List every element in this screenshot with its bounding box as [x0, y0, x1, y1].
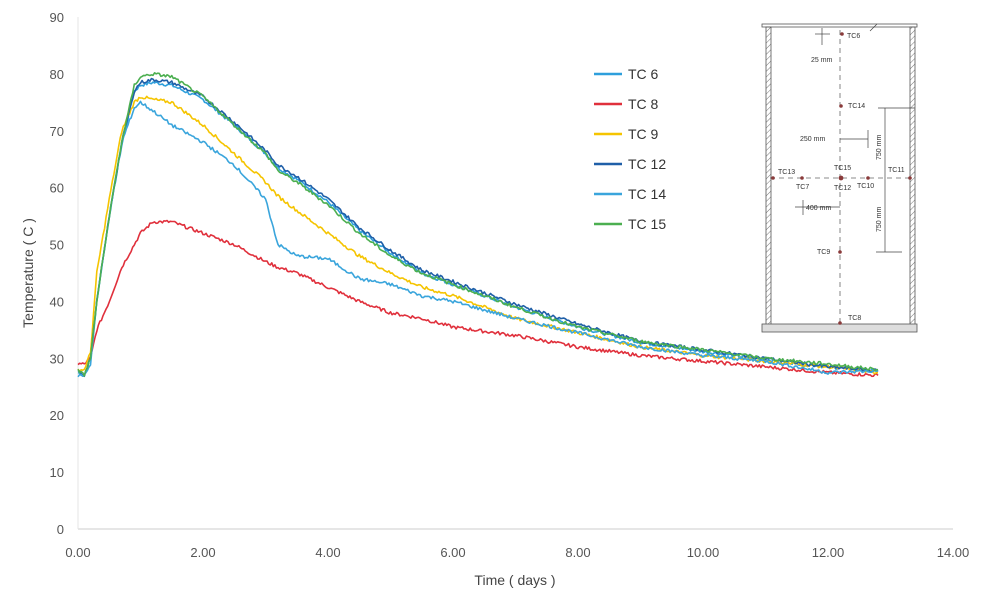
y-tick-label: 90 — [50, 10, 64, 25]
svg-text:TC13: TC13 — [778, 169, 795, 176]
y-tick-label: 70 — [50, 124, 64, 139]
legend-label: TC 15 — [628, 216, 666, 232]
thermocouple-layout-diagram: TC6 TC14 TC15 TC13 TC7 TC12 TC10 TC11 TC… — [761, 23, 918, 333]
x-tick-label: 6.00 — [440, 545, 465, 560]
y-tick-label: 10 — [50, 465, 64, 480]
legend-label: TC 12 — [628, 156, 666, 172]
svg-text:TC14: TC14 — [848, 103, 865, 110]
series-line-tc12 — [77, 77, 879, 378]
x-tick-label: 10.00 — [687, 545, 720, 560]
series-line-tc6 — [77, 81, 879, 377]
legend-label: TC 6 — [628, 66, 659, 82]
x-tick-label: 8.00 — [565, 545, 590, 560]
svg-text:750 mm: 750 mm — [876, 135, 883, 160]
svg-text:TC12: TC12 — [834, 185, 851, 192]
x-tick-label: 4.00 — [315, 545, 340, 560]
svg-text:TC9: TC9 — [817, 249, 830, 256]
svg-text:TC15: TC15 — [834, 165, 851, 172]
x-tick-label: 14.00 — [937, 545, 970, 560]
svg-text:250 mm: 250 mm — [800, 136, 825, 143]
series-line-tc8 — [77, 219, 879, 378]
legend-label: TC 8 — [628, 96, 659, 112]
y-tick-label: 50 — [50, 238, 64, 253]
x-tick-label: 12.00 — [812, 545, 845, 560]
svg-text:25 mm: 25 mm — [811, 57, 833, 64]
y-tick-label: 30 — [50, 351, 64, 366]
legend-label: TC 14 — [628, 186, 666, 202]
y-tick-label: 80 — [50, 67, 64, 82]
svg-text:750 mm: 750 mm — [876, 207, 883, 232]
x-tick-label: 2.00 — [190, 545, 215, 560]
x-axis-label: Time ( days ) — [474, 572, 555, 588]
y-tick-label: 60 — [50, 181, 64, 196]
x-tick-label: 0.00 — [65, 545, 90, 560]
svg-text:TC10: TC10 — [857, 183, 874, 190]
svg-text:400 mm: 400 mm — [806, 205, 831, 212]
svg-text:TC8: TC8 — [848, 315, 861, 322]
svg-text:TC7: TC7 — [796, 184, 809, 191]
series-line-tc15 — [77, 72, 878, 377]
svg-text:TC6: TC6 — [847, 33, 860, 40]
y-tick-label: 40 — [50, 294, 64, 309]
y-tick-label: 0 — [57, 522, 64, 537]
svg-text:TC11: TC11 — [888, 167, 905, 174]
series-line-tc14 — [77, 100, 879, 378]
legend-label: TC 9 — [628, 126, 659, 142]
y-axis-label: Temperature ( C ) — [20, 218, 36, 328]
series-line-tc9 — [77, 95, 879, 375]
y-tick-label: 20 — [50, 408, 64, 423]
